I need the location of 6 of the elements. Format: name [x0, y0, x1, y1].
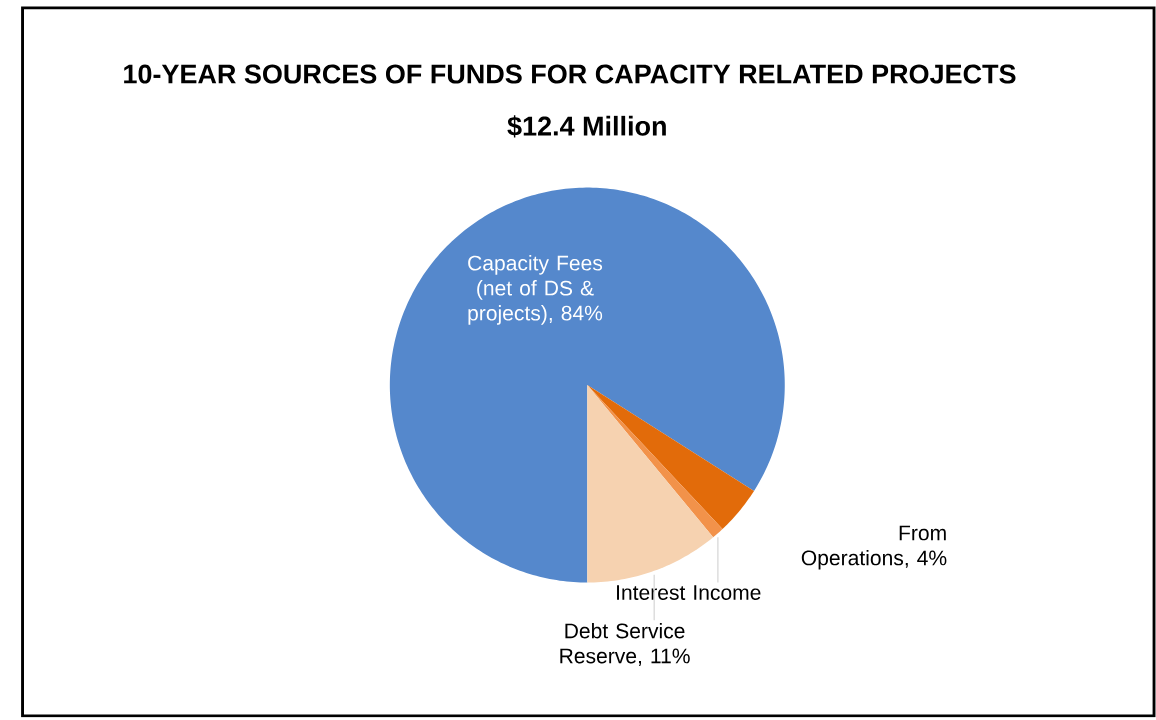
- slice-label: From Operations, 4%: [801, 525, 947, 570]
- slice-label: Interest Income: [617, 585, 761, 601]
- slice-label: Capacity Fees (net of DS & projects), 84%: [468, 255, 603, 325]
- chart-title: 10-YEAR SOURCES OF FUNDS FOR CAPACITY RELATED PROJECTS: [124, 64, 1016, 84]
- chart-subtitle: $12.4 Million: [507, 115, 666, 138]
- slice-label: Debt Service Reserve, 11%: [560, 623, 690, 666]
